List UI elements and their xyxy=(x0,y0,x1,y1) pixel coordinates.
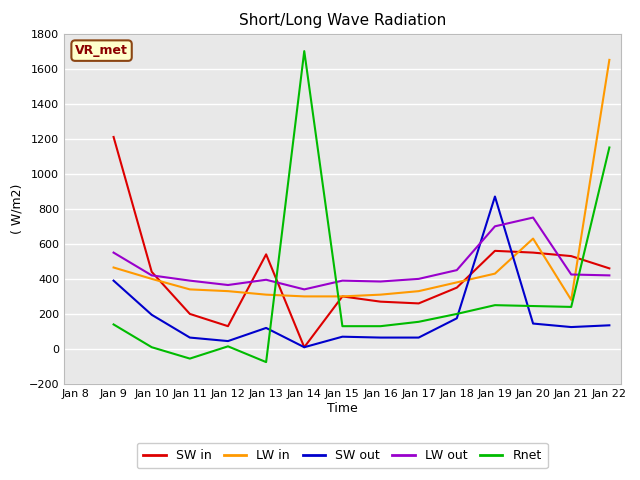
Text: VR_met: VR_met xyxy=(75,44,128,57)
Y-axis label: ( W/m2): ( W/m2) xyxy=(10,184,23,234)
X-axis label: Time: Time xyxy=(327,402,358,415)
Title: Short/Long Wave Radiation: Short/Long Wave Radiation xyxy=(239,13,446,28)
Legend: SW in, LW in, SW out, LW out, Rnet: SW in, LW in, SW out, LW out, Rnet xyxy=(137,443,548,468)
